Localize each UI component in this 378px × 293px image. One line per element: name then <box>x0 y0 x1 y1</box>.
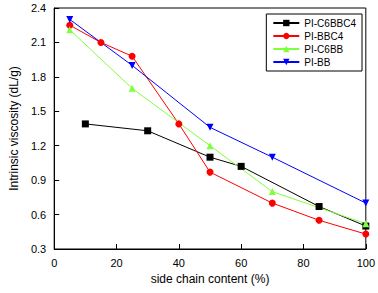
svg-text:PI-BBC4: PI-BBC4 <box>304 31 343 42</box>
svg-text:2.1: 2.1 <box>31 36 46 48</box>
svg-text:1.2: 1.2 <box>31 140 46 152</box>
svg-text:0.9: 0.9 <box>31 174 46 186</box>
svg-text:PI-C6BBC4: PI-C6BBC4 <box>304 18 356 29</box>
svg-text:20: 20 <box>110 257 122 269</box>
svg-text:0: 0 <box>51 257 57 269</box>
svg-text:PI-C6BB: PI-C6BB <box>304 44 343 55</box>
svg-text:60: 60 <box>235 257 247 269</box>
svg-text:80: 80 <box>297 257 309 269</box>
svg-text:100: 100 <box>357 257 375 269</box>
svg-text:40: 40 <box>173 257 185 269</box>
svg-text:1.8: 1.8 <box>31 71 46 83</box>
svg-text:0.3: 0.3 <box>31 243 46 255</box>
svg-text:2.4: 2.4 <box>31 2 46 14</box>
svg-text:side chain content (%): side chain content (%) <box>151 272 270 286</box>
svg-text:0.6: 0.6 <box>31 209 46 221</box>
svg-text:Intrinsic viscosity (dL/g): Intrinsic viscosity (dL/g) <box>7 66 21 191</box>
svg-text:PI-BB: PI-BB <box>304 57 330 68</box>
svg-text:1.5: 1.5 <box>31 105 46 117</box>
